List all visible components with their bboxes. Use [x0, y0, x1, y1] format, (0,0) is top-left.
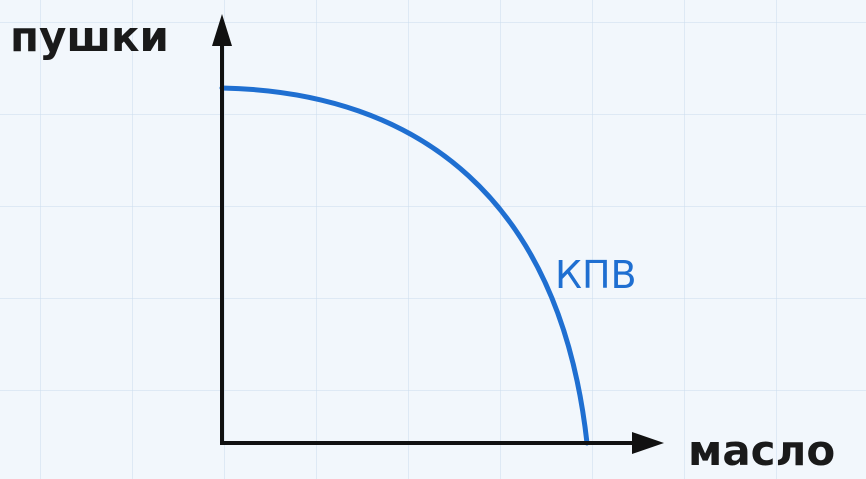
- x-axis-label: масло: [688, 426, 836, 475]
- y-axis-label: пушки: [10, 12, 169, 61]
- x-axis-arrowhead: [632, 432, 664, 454]
- curve-label: КПВ: [555, 253, 637, 297]
- ppf-curve: [219, 85, 590, 446]
- y-axis-arrowhead: [212, 14, 232, 46]
